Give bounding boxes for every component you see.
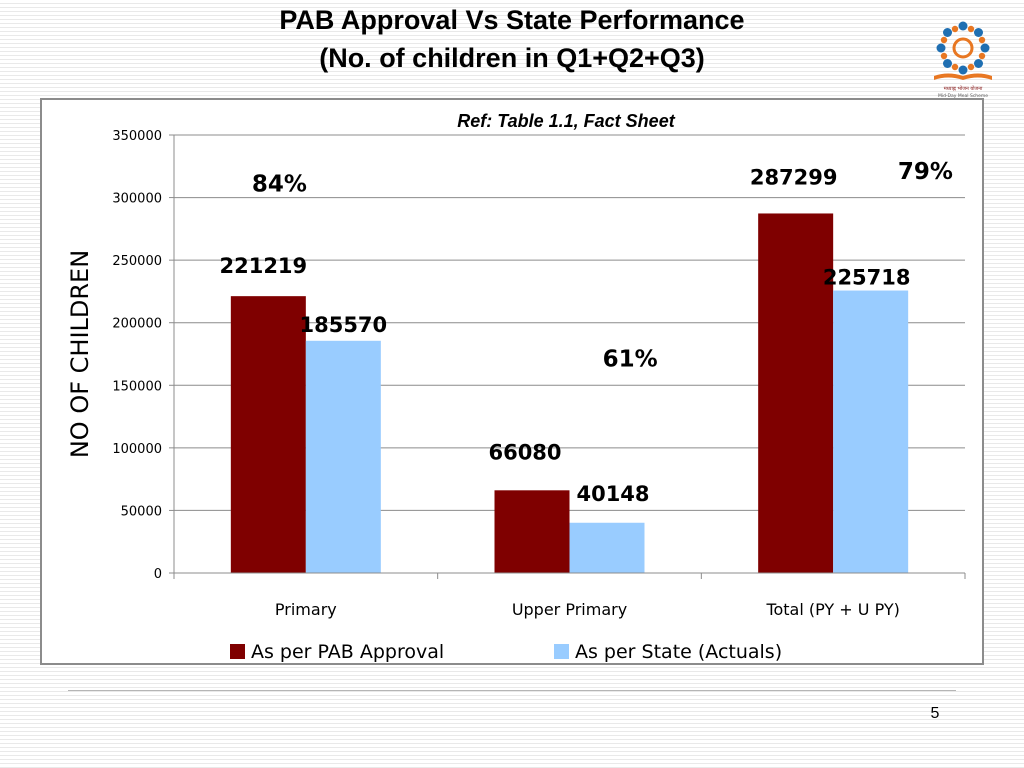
- legend-label-pab: As per PAB Approval: [251, 641, 444, 663]
- mdm-logo-icon: मध्याह्न भोजन योजना Mid-Day Meal Scheme: [926, 16, 1000, 100]
- logo-caption: मध्याह्न भोजन योजना: [944, 85, 983, 92]
- bars: [230, 213, 909, 573]
- percent-label: 84%: [252, 171, 307, 197]
- data-label-pab: 287299: [750, 165, 838, 189]
- data-label-state: 225718: [823, 266, 911, 290]
- slide-subtitle: (No. of children in Q1+Q2+Q3): [319, 43, 705, 73]
- bar-state-actuals: [305, 340, 381, 573]
- data-label-state: 40148: [576, 482, 649, 506]
- y-tick-label: 350000: [112, 129, 162, 144]
- legend: As per PAB Approval As per State (Actual…: [230, 641, 782, 663]
- y-tick-label: 100000: [112, 442, 162, 457]
- logo-subcaption: Mid-Day Meal Scheme: [938, 93, 988, 99]
- chart-frame: Ref: Table 1.1, Fact Sheet NO OF CHILDRE…: [40, 98, 984, 665]
- footer-divider: [68, 690, 956, 691]
- percent-label: 79%: [898, 159, 953, 185]
- data-label-pab: 66080: [488, 440, 561, 464]
- y-axis-label: NO OF CHILDREN: [66, 250, 94, 458]
- category-label: Primary: [275, 600, 337, 619]
- legend-swatch-pab: [230, 644, 245, 659]
- y-tick-label: 300000: [112, 192, 162, 207]
- data-label-state: 185570: [299, 313, 387, 337]
- bar-state-actuals: [569, 522, 645, 573]
- bar-chart: Ref: Table 1.1, Fact Sheet NO OF CHILDRE…: [66, 111, 966, 663]
- data-labels: 221219 185570 84% 66080 40148 61% 287299 225718…: [219, 159, 952, 506]
- bar-pab-approval: [230, 296, 306, 573]
- chart-ref-note: Ref: Table 1.1, Fact Sheet: [457, 111, 675, 131]
- y-tick-label: 250000: [112, 254, 162, 269]
- bar-state-actuals: [833, 290, 909, 573]
- category-label: Total (PY + U PY): [765, 600, 899, 619]
- axes: 0 50000 100000 150000 200000 250000 300000 3500…: [112, 129, 966, 619]
- bar-pab-approval: [494, 490, 570, 573]
- legend-swatch-state: [554, 644, 569, 659]
- y-tick-label: 0: [154, 567, 162, 582]
- y-tick-label: 50000: [121, 504, 162, 519]
- category-label: Upper Primary: [512, 600, 627, 619]
- slide-title: PAB Approval Vs State Performance: [279, 5, 745, 35]
- data-label-pab: 221219: [219, 254, 307, 278]
- page-number: 5: [930, 705, 940, 722]
- y-tick-label: 200000: [112, 317, 162, 332]
- legend-label-state: As per State (Actuals): [575, 641, 782, 663]
- percent-label: 61%: [603, 347, 658, 373]
- bar-pab-approval: [758, 213, 834, 573]
- y-tick-label: 150000: [112, 379, 162, 394]
